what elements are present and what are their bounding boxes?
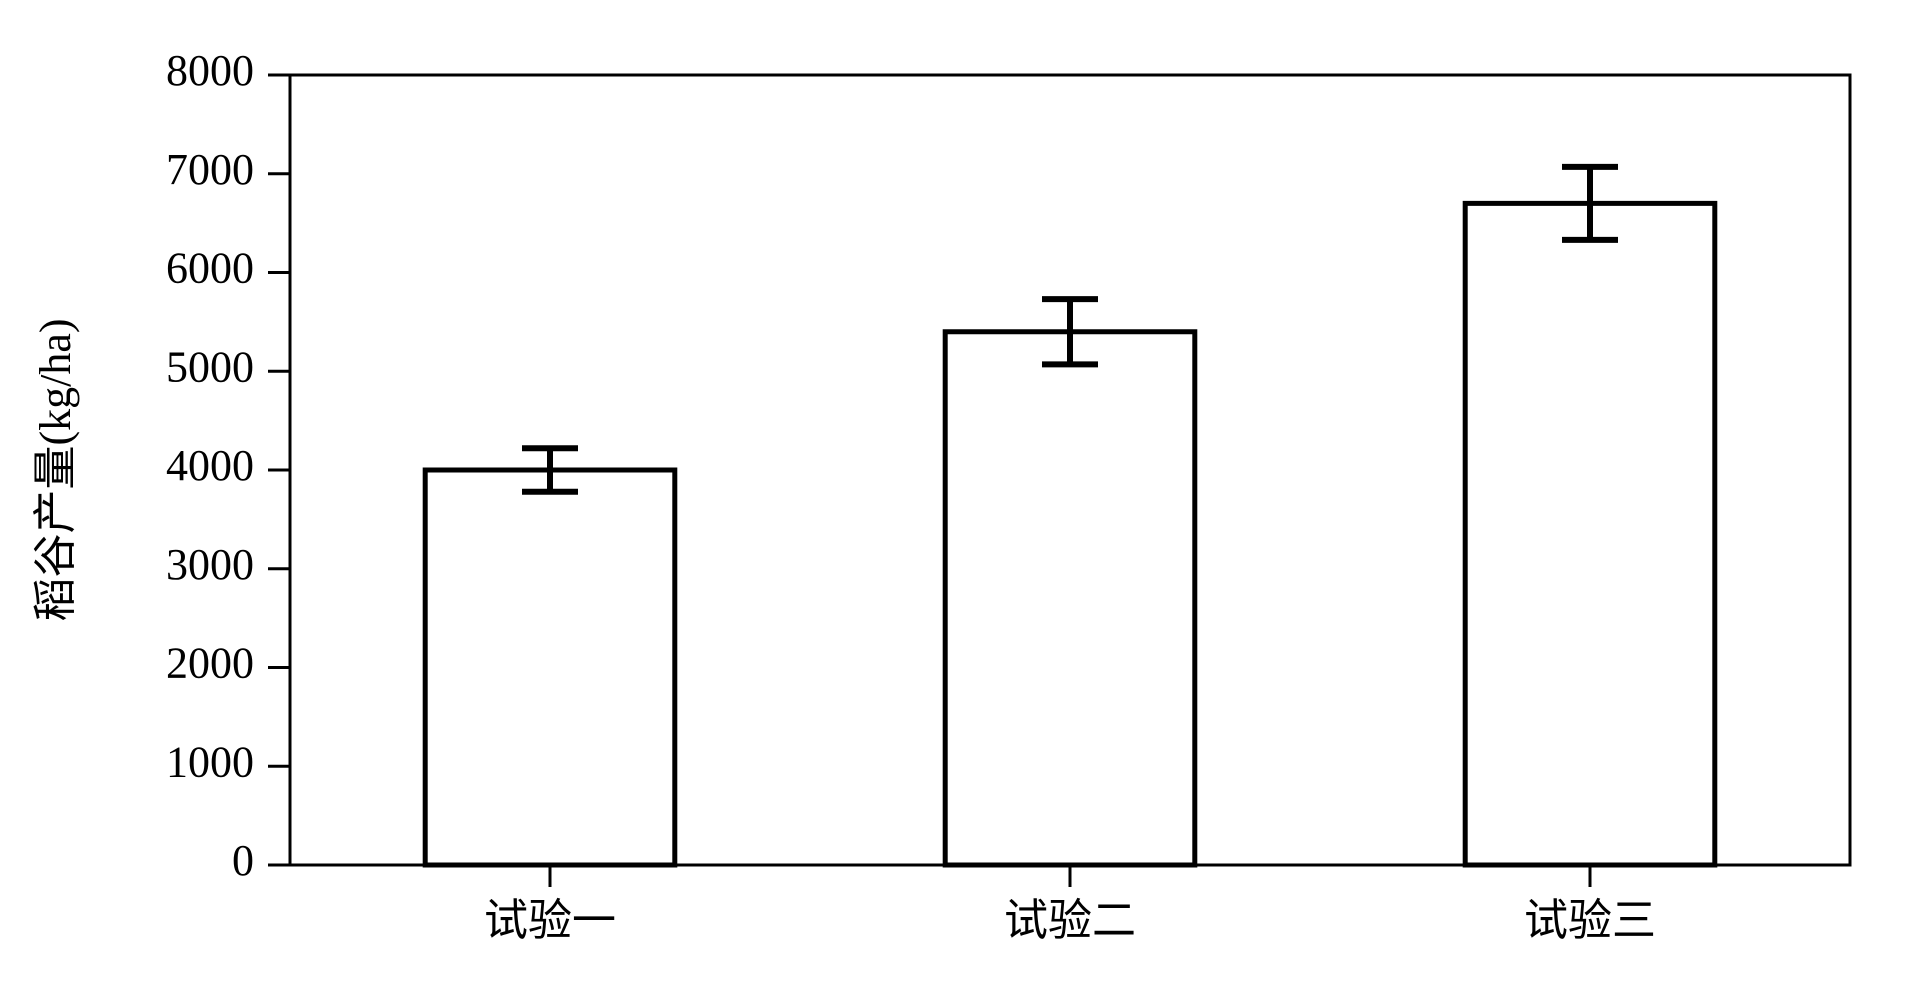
y-tick-label: 2000 — [166, 639, 254, 688]
x-tick-label: 试验一 — [484, 896, 616, 945]
y-tick-label: 7000 — [166, 145, 254, 194]
bar — [945, 332, 1195, 865]
y-tick-label: 0 — [232, 836, 254, 885]
y-tick-label: 1000 — [166, 737, 254, 786]
rice-yield-chart: 0 1000 2000 3000 4000 5000 6000 7000 8000 试验一 试验二 试… — [0, 0, 1929, 985]
y-axis-label: 稻谷产量(kg/ha) — [31, 318, 80, 621]
bar — [425, 470, 675, 865]
y-tick-label: 8000 — [166, 46, 254, 95]
y-tick-label: 3000 — [166, 540, 254, 589]
y-tick-label: 6000 — [166, 244, 254, 293]
y-tick-label: 4000 — [166, 441, 254, 490]
x-tick-label: 试验二 — [1004, 896, 1136, 945]
x-tick-label: 试验三 — [1524, 896, 1656, 945]
bar — [1465, 203, 1715, 865]
y-tick-label: 5000 — [166, 342, 254, 391]
